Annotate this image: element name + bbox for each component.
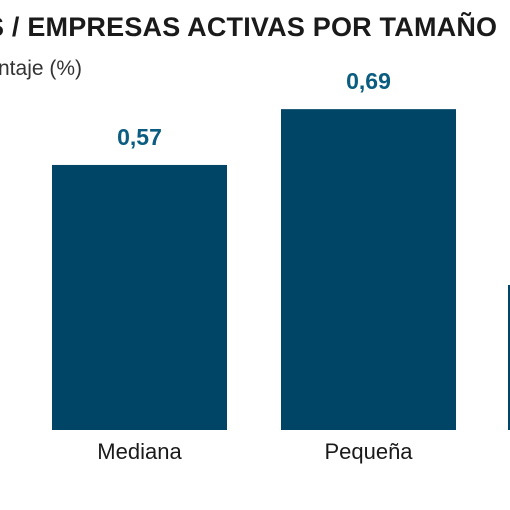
bar-pequeña xyxy=(281,109,456,431)
chart-subtitle: ntaje (%) xyxy=(0,57,83,80)
category-label: Pequeña xyxy=(324,439,413,464)
category-label: Mediana xyxy=(97,439,182,464)
value-label: 0,69 xyxy=(346,68,391,94)
chart-title: S / EMPRESAS ACTIVAS POR TAMAÑO xyxy=(0,12,498,42)
value-label: 0,57 xyxy=(117,124,162,150)
partial-bar-clipped xyxy=(508,285,510,430)
bar-mediana xyxy=(52,164,227,430)
